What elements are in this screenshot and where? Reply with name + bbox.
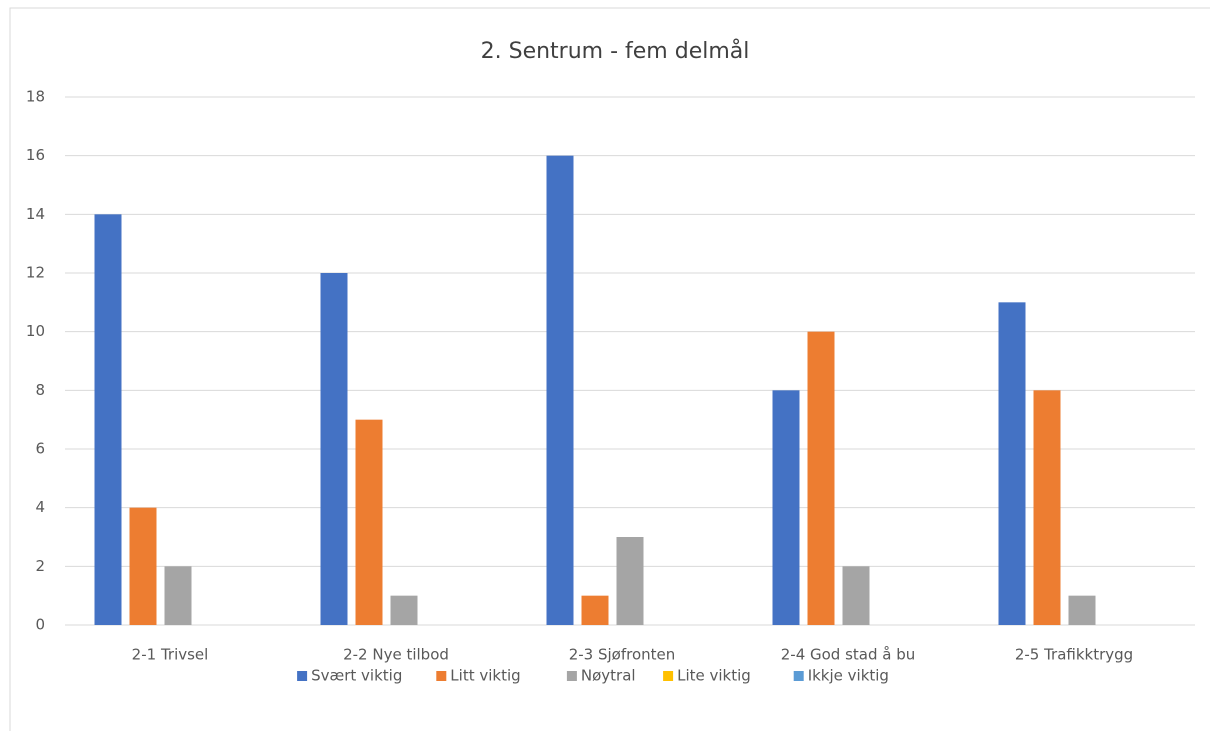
bar bbox=[1033, 390, 1061, 625]
bar bbox=[581, 595, 609, 625]
legend-swatch bbox=[793, 671, 804, 681]
legend-swatch bbox=[663, 671, 674, 681]
legend-label: Lite viktig bbox=[677, 667, 751, 685]
x-tick-label: 2-5 Trafikktrygg bbox=[1015, 646, 1133, 664]
legend-label: Ikkje viktig bbox=[808, 667, 889, 685]
y-tick-label: 0 bbox=[35, 616, 45, 634]
bar bbox=[842, 566, 870, 625]
legend-label: Litt viktig bbox=[450, 667, 520, 685]
legend-swatch bbox=[436, 671, 447, 681]
y-tick-label: 6 bbox=[35, 440, 45, 458]
bar bbox=[998, 302, 1026, 625]
bar bbox=[546, 155, 574, 625]
legend-label: Nøytral bbox=[581, 667, 636, 685]
bar bbox=[164, 566, 192, 625]
legend-label: Svært viktig bbox=[311, 667, 402, 685]
legend-swatch bbox=[566, 671, 577, 681]
y-tick-label: 14 bbox=[26, 205, 45, 223]
bar bbox=[390, 595, 418, 625]
chart-title: 2. Sentrum - fem delmål bbox=[481, 38, 750, 64]
y-tick-label: 4 bbox=[35, 498, 45, 516]
y-tick-label: 2 bbox=[35, 557, 45, 575]
bar bbox=[1068, 595, 1096, 625]
x-tick-label: 2-2 Nye tilbod bbox=[343, 646, 449, 664]
y-tick-label: 12 bbox=[26, 264, 45, 282]
bar bbox=[129, 507, 157, 625]
y-tick-label: 10 bbox=[26, 322, 45, 340]
x-tick-label: 2-3 Sjøfronten bbox=[569, 646, 676, 664]
bar bbox=[807, 331, 835, 625]
bar bbox=[355, 419, 383, 625]
bar bbox=[772, 390, 800, 625]
y-tick-label: 18 bbox=[26, 88, 45, 106]
legend-swatch bbox=[297, 671, 308, 681]
y-tick-label: 16 bbox=[26, 146, 45, 164]
bar bbox=[616, 537, 644, 625]
x-tick-label: 2-4 God stad å bu bbox=[781, 646, 916, 664]
bar bbox=[94, 214, 122, 626]
y-tick-label: 8 bbox=[35, 381, 45, 399]
bar bbox=[320, 273, 348, 625]
x-tick-label: 2-1 Trivsel bbox=[132, 646, 209, 664]
